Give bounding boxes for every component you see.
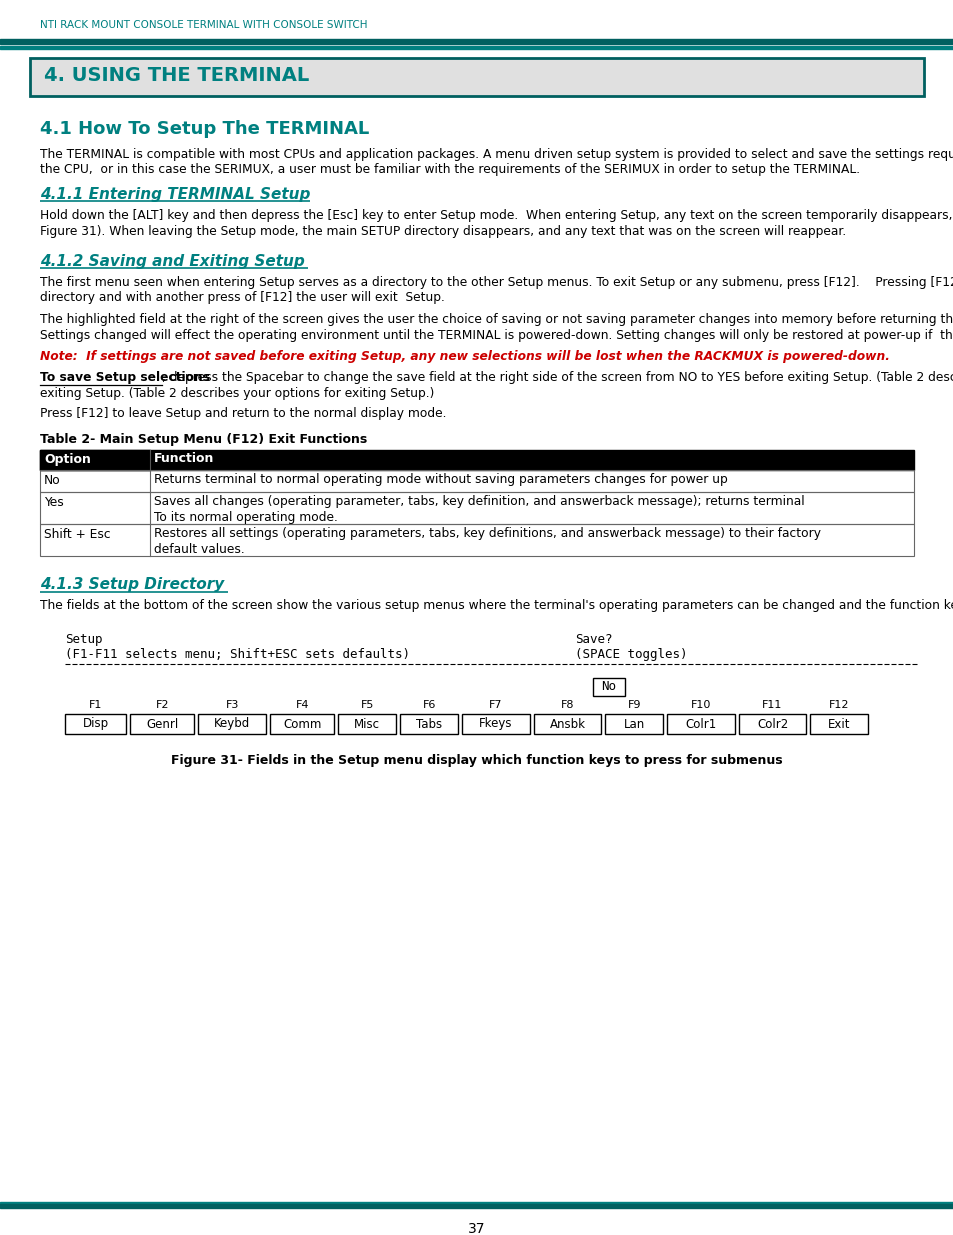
Text: 4.1.3 Setup Directory: 4.1.3 Setup Directory xyxy=(40,578,224,593)
Text: No: No xyxy=(44,473,61,487)
Text: Misc: Misc xyxy=(354,718,380,730)
Text: F7: F7 xyxy=(489,700,502,710)
Text: Colr2: Colr2 xyxy=(756,718,787,730)
Bar xyxy=(0,46,953,49)
Text: (F1-F11 selects menu; Shift+ESC sets defaults): (F1-F11 selects menu; Shift+ESC sets def… xyxy=(65,648,410,661)
Text: F1: F1 xyxy=(89,700,102,710)
Text: NTI RACK MOUNT CONSOLE TERMINAL WITH CONSOLE SWITCH: NTI RACK MOUNT CONSOLE TERMINAL WITH CON… xyxy=(40,20,367,30)
Bar xyxy=(198,714,266,734)
Text: F8: F8 xyxy=(560,700,574,710)
Text: F9: F9 xyxy=(627,700,640,710)
Text: Ansbk: Ansbk xyxy=(549,718,585,730)
Bar xyxy=(738,714,805,734)
Text: To save Setup selections: To save Setup selections xyxy=(40,372,210,384)
Bar xyxy=(270,714,334,734)
Bar xyxy=(604,714,662,734)
Text: Returns terminal to normal operating mode without saving parameters changes for : Returns terminal to normal operating mod… xyxy=(153,473,727,487)
Bar xyxy=(809,714,867,734)
Text: The first menu seen when entering Setup serves as a directory to the other Setup: The first menu seen when entering Setup … xyxy=(40,275,953,289)
Bar xyxy=(338,714,395,734)
Text: Function: Function xyxy=(153,452,214,466)
Text: Restores all settings (operating parameters, tabs, key definitions, and answerba: Restores all settings (operating paramet… xyxy=(153,527,821,541)
Text: Settings changed will effect the operating environment until the TERMINAL is pow: Settings changed will effect the operati… xyxy=(40,329,953,342)
Bar xyxy=(461,714,529,734)
Text: F12: F12 xyxy=(828,700,848,710)
Bar xyxy=(130,714,194,734)
Text: Colr1: Colr1 xyxy=(684,718,716,730)
Text: directory and with another press of [F12] the user will exit  Setup.: directory and with another press of [F12… xyxy=(40,291,444,305)
Text: F6: F6 xyxy=(422,700,436,710)
Bar xyxy=(30,58,923,96)
Text: Exit: Exit xyxy=(827,718,850,730)
Bar xyxy=(593,678,624,697)
Text: 4.1 How To Setup The TERMINAL: 4.1 How To Setup The TERMINAL xyxy=(40,120,369,138)
Text: Disp: Disp xyxy=(82,718,109,730)
Text: Figure 31). When leaving the Setup mode, the main SETUP directory disappears, an: Figure 31). When leaving the Setup mode,… xyxy=(40,225,845,237)
Bar xyxy=(533,714,600,734)
Bar xyxy=(400,714,457,734)
Text: Setup: Setup xyxy=(65,634,102,646)
Text: Option: Option xyxy=(44,452,91,466)
Text: The highlighted field at the right of the screen gives the user the choice of sa: The highlighted field at the right of th… xyxy=(40,312,953,326)
Bar xyxy=(65,714,126,734)
Text: To its normal operating mode.: To its normal operating mode. xyxy=(153,511,337,524)
Bar xyxy=(666,714,734,734)
Bar xyxy=(40,450,150,469)
Text: exiting Setup. (Table 2 describes your options for exiting Setup.): exiting Setup. (Table 2 describes your o… xyxy=(40,387,434,400)
Text: 4.1.1 Entering TERMINAL Setup: 4.1.1 Entering TERMINAL Setup xyxy=(40,186,310,203)
Text: F3: F3 xyxy=(225,700,238,710)
Text: Yes: Yes xyxy=(44,495,64,509)
Text: Press [F12] to leave Setup and return to the normal display mode.: Press [F12] to leave Setup and return to… xyxy=(40,408,446,420)
Text: Fkeys: Fkeys xyxy=(478,718,512,730)
Text: Shift + Esc: Shift + Esc xyxy=(44,527,111,541)
Text: F10: F10 xyxy=(690,700,710,710)
Text: 4.1.2 Saving and Exiting Setup: 4.1.2 Saving and Exiting Setup xyxy=(40,254,304,269)
Text: Figure 31- Fields in the Setup menu display which function keys to press for sub: Figure 31- Fields in the Setup menu disp… xyxy=(171,755,782,767)
Text: Note:  If settings are not saved before exiting Setup, any new selections will b: Note: If settings are not saved before e… xyxy=(40,350,889,363)
Text: No: No xyxy=(601,680,616,694)
Bar xyxy=(40,450,913,469)
Text: Saves all changes (operating parameter, tabs, key definition, and answerback mes: Saves all changes (operating parameter, … xyxy=(153,495,803,509)
Text: , depress the Spacebar to change the save field at the right side of the screen : , depress the Spacebar to change the sav… xyxy=(162,372,953,384)
Text: 4. USING THE TERMINAL: 4. USING THE TERMINAL xyxy=(44,65,309,85)
Text: Lan: Lan xyxy=(623,718,644,730)
Text: the CPU,  or in this case the SERIMUX, a user must be familiar with the requirem: the CPU, or in this case the SERIMUX, a … xyxy=(40,163,860,177)
Bar xyxy=(30,58,923,96)
Text: Table 2- Main Setup Menu (F12) Exit Functions: Table 2- Main Setup Menu (F12) Exit Func… xyxy=(40,432,367,446)
Text: The TERMINAL is compatible with most CPUs and application packages. A menu drive: The TERMINAL is compatible with most CPU… xyxy=(40,148,953,161)
Text: F2: F2 xyxy=(155,700,169,710)
Text: Hold down the [ALT] key and then depress the [Esc] key to enter Setup mode.  Whe: Hold down the [ALT] key and then depress… xyxy=(40,209,953,222)
Bar xyxy=(0,1204,953,1208)
Bar xyxy=(40,524,913,556)
Bar xyxy=(40,469,913,492)
Text: Keybd: Keybd xyxy=(213,718,250,730)
Text: F4: F4 xyxy=(295,700,309,710)
Text: F5: F5 xyxy=(360,700,374,710)
Text: 37: 37 xyxy=(468,1221,485,1235)
Text: (SPACE toggles): (SPACE toggles) xyxy=(575,648,687,661)
Text: Genrl: Genrl xyxy=(146,718,178,730)
Bar xyxy=(0,40,953,44)
Bar xyxy=(0,1202,953,1205)
Text: Tabs: Tabs xyxy=(416,718,442,730)
Text: The fields at the bottom of the screen show the various setup menus where the te: The fields at the bottom of the screen s… xyxy=(40,599,953,613)
Text: Save?: Save? xyxy=(575,634,612,646)
Bar xyxy=(40,492,913,524)
Text: Comm: Comm xyxy=(283,718,321,730)
Text: default values.: default values. xyxy=(153,543,245,556)
Text: F11: F11 xyxy=(761,700,781,710)
